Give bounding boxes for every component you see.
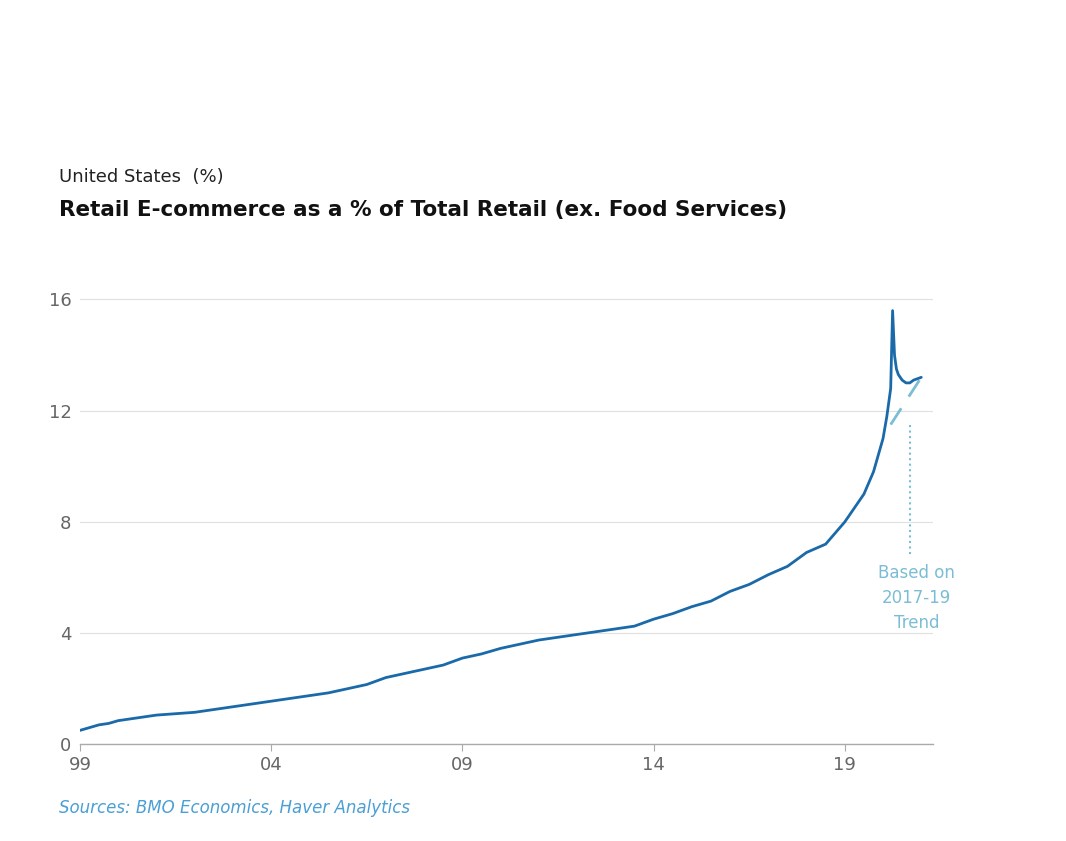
Text: Based on
2017-19
Trend: Based on 2017-19 Trend <box>878 563 955 632</box>
Text: Reversion To Trend: Reversion To Trend <box>19 60 376 93</box>
Text: United States  (%): United States (%) <box>59 168 223 186</box>
Text: Chart 5: Chart 5 <box>19 12 86 29</box>
Text: Sources: BMO Economics, Haver Analytics: Sources: BMO Economics, Haver Analytics <box>59 800 409 817</box>
Text: Retail E-commerce as a % of Total Retail (ex. Food Services): Retail E-commerce as a % of Total Retail… <box>59 200 787 220</box>
